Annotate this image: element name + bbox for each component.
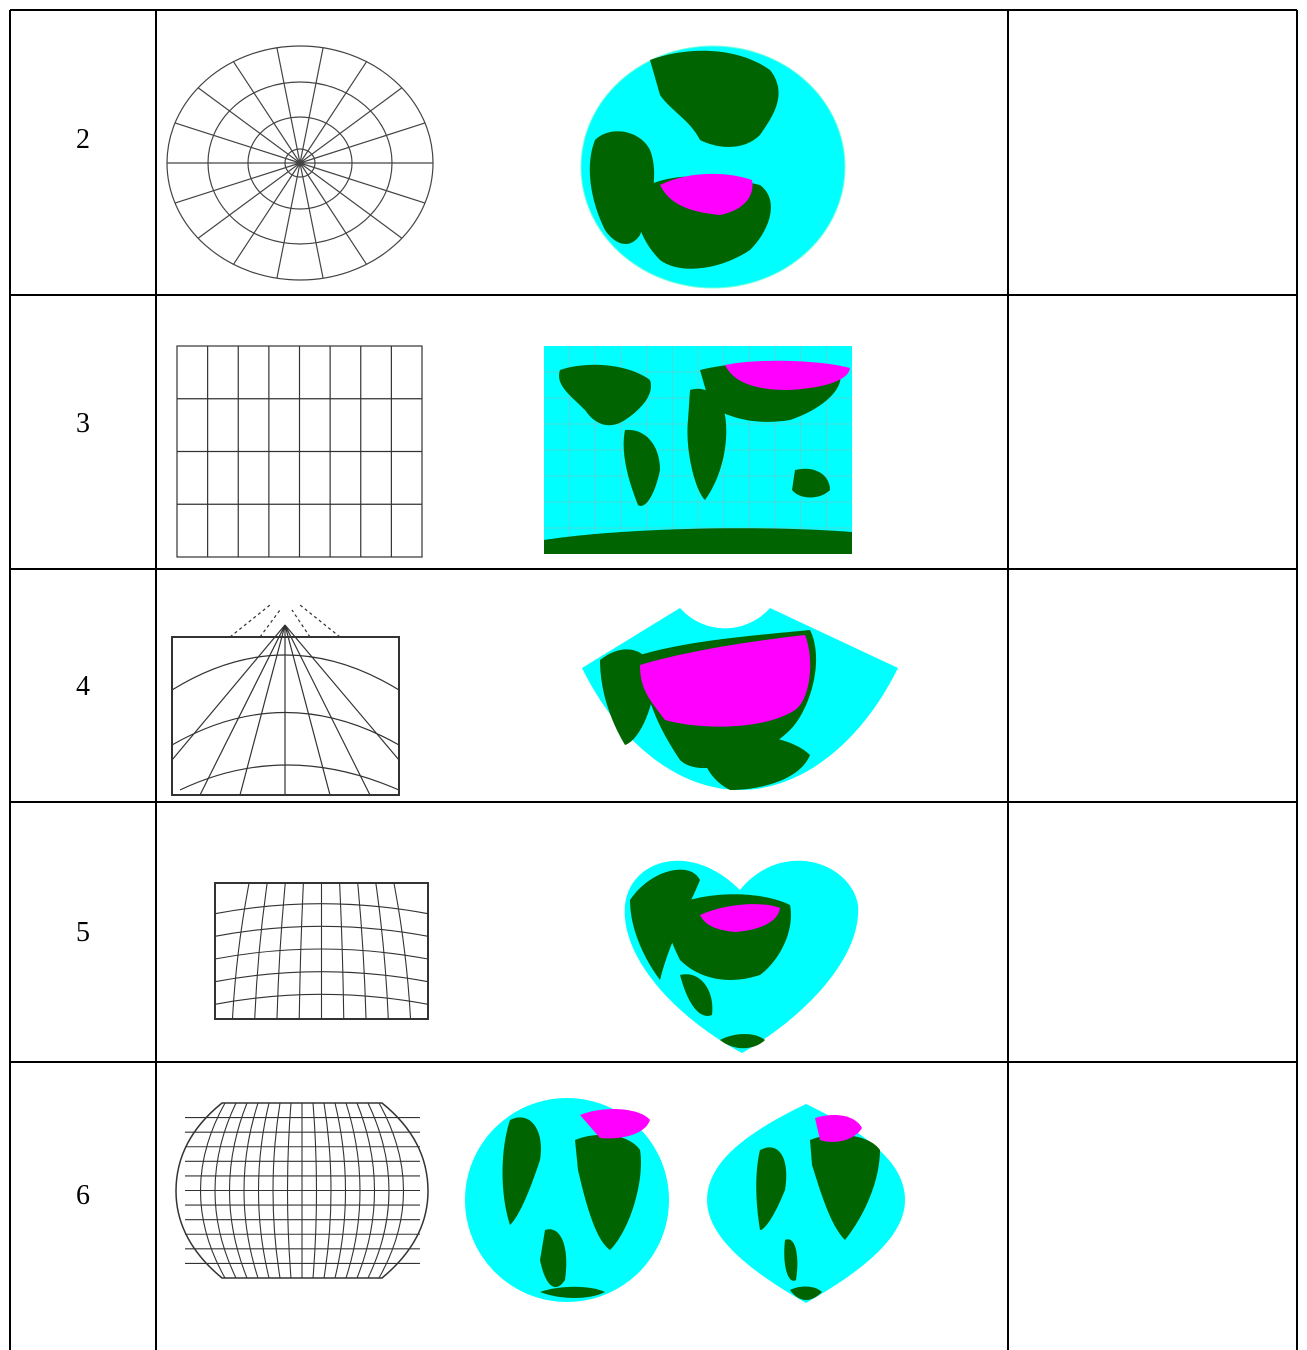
row-label-3: 3 — [76, 408, 90, 439]
azimuthal-grid-figure — [166, 45, 434, 281]
row-label-2: 2 — [76, 124, 90, 155]
cylindrical-world-map — [544, 346, 852, 554]
conic-grid-figure — [171, 604, 400, 796]
azimuthal-world-map — [580, 45, 846, 289]
cordiform-world-map — [624, 860, 859, 1053]
row-label-6: 6 — [76, 1180, 90, 1211]
orthographic-globe-map — [465, 1098, 669, 1302]
lens-shaped-world-map — [707, 1104, 905, 1303]
cylindrical-grid-figure — [176, 345, 423, 558]
pseudocylindrical-grid-figure — [175, 1102, 429, 1279]
cordiform-grid-figure — [214, 882, 429, 1020]
row-label-4: 4 — [76, 671, 90, 702]
row-label-5: 5 — [76, 917, 90, 948]
conic-world-map — [582, 608, 898, 790]
